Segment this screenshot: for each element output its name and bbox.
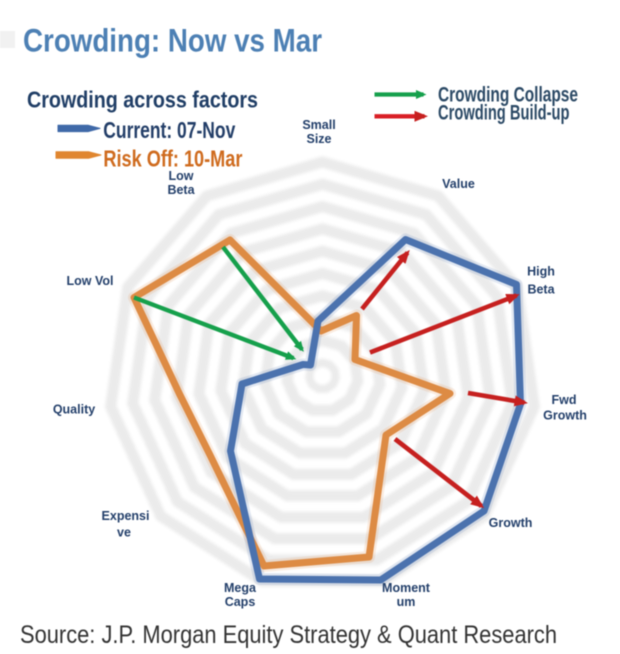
svg-text:Beta: Beta xyxy=(167,183,195,197)
svg-text:ve: ve xyxy=(117,526,131,540)
svg-text:Size: Size xyxy=(306,132,331,146)
svg-text:Expensi: Expensi xyxy=(102,509,150,523)
svg-text:Small: Small xyxy=(302,118,335,132)
svg-text:Source: J.P. Morgan Equity Str: Source: J.P. Morgan Equity Strategy & Qu… xyxy=(20,621,557,649)
svg-text:Growth: Growth xyxy=(543,409,587,423)
svg-text:Crowding Build-up: Crowding Build-up xyxy=(438,102,570,125)
svg-text:Caps: Caps xyxy=(225,595,256,609)
svg-text:Quality: Quality xyxy=(53,403,95,417)
svg-text:Crowding: Now vs Mar: Crowding: Now vs Mar xyxy=(23,23,322,59)
svg-text:Risk Off: 10-Mar: Risk Off: 10-Mar xyxy=(103,145,242,171)
svg-text:High: High xyxy=(527,265,555,279)
svg-text:Value: Value xyxy=(442,177,475,191)
svg-text:Low: Low xyxy=(169,169,194,183)
svg-text:Fwd: Fwd xyxy=(552,393,577,407)
svg-text:Current: 07-Nov: Current: 07-Nov xyxy=(103,117,235,143)
svg-text:Moment: Moment xyxy=(382,581,431,595)
svg-text:Growth: Growth xyxy=(489,516,533,530)
svg-text:um: um xyxy=(397,595,416,609)
svg-text:Beta: Beta xyxy=(527,283,555,297)
svg-text:Low Vol: Low Vol xyxy=(67,274,114,288)
svg-text:Crowding Collapse: Crowding Collapse xyxy=(438,84,578,107)
svg-text:Crowding across factors: Crowding across factors xyxy=(27,86,258,112)
svg-text:Mega: Mega xyxy=(224,581,257,595)
